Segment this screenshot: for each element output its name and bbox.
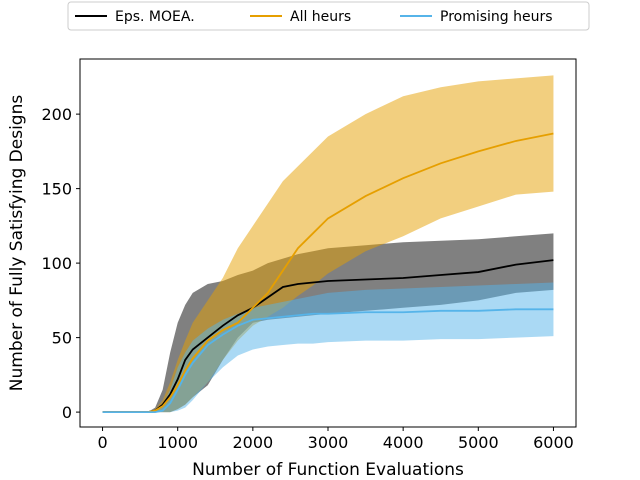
legend: Eps. MOEA. All heurs Promising heurs [67, 1, 590, 31]
x-tick-label: 5000 [458, 433, 499, 452]
series-line-1 [102, 132, 554, 414]
legend-label-2: Promising heurs [440, 9, 553, 25]
confidence-bands [102, 75, 554, 413]
legend-label-1: All heurs [290, 9, 351, 25]
series-line-2 [102, 308, 554, 414]
band-2 [102, 282, 554, 413]
legend-frame [67, 1, 590, 31]
x-tick-label: 6000 [533, 433, 574, 452]
y-tick-label: 200 [41, 105, 72, 124]
x-tick-label: 0 [97, 433, 107, 452]
x-tick-label: 1000 [157, 433, 198, 452]
series-lines [102, 132, 554, 414]
y-tick-label: 150 [41, 180, 72, 199]
y-tick-label: 0 [62, 403, 72, 422]
y-axis-label: Number of Fully Satisfying Designs [7, 95, 27, 392]
x-axis-ticks: 0 1000 2000 3000 4000 5000 6000 [97, 427, 574, 452]
x-axis-label: Number of Function Evaluations [192, 460, 464, 480]
y-tick-label: 50 [52, 329, 72, 348]
x-tick-label: 4000 [383, 433, 424, 452]
x-tick-label: 2000 [232, 433, 273, 452]
y-axis-ticks: 0 50 100 150 200 [41, 105, 80, 422]
legend-label-0: Eps. MOEA. [115, 9, 195, 25]
x-tick-label: 3000 [308, 433, 349, 452]
y-tick-label: 100 [41, 254, 72, 273]
